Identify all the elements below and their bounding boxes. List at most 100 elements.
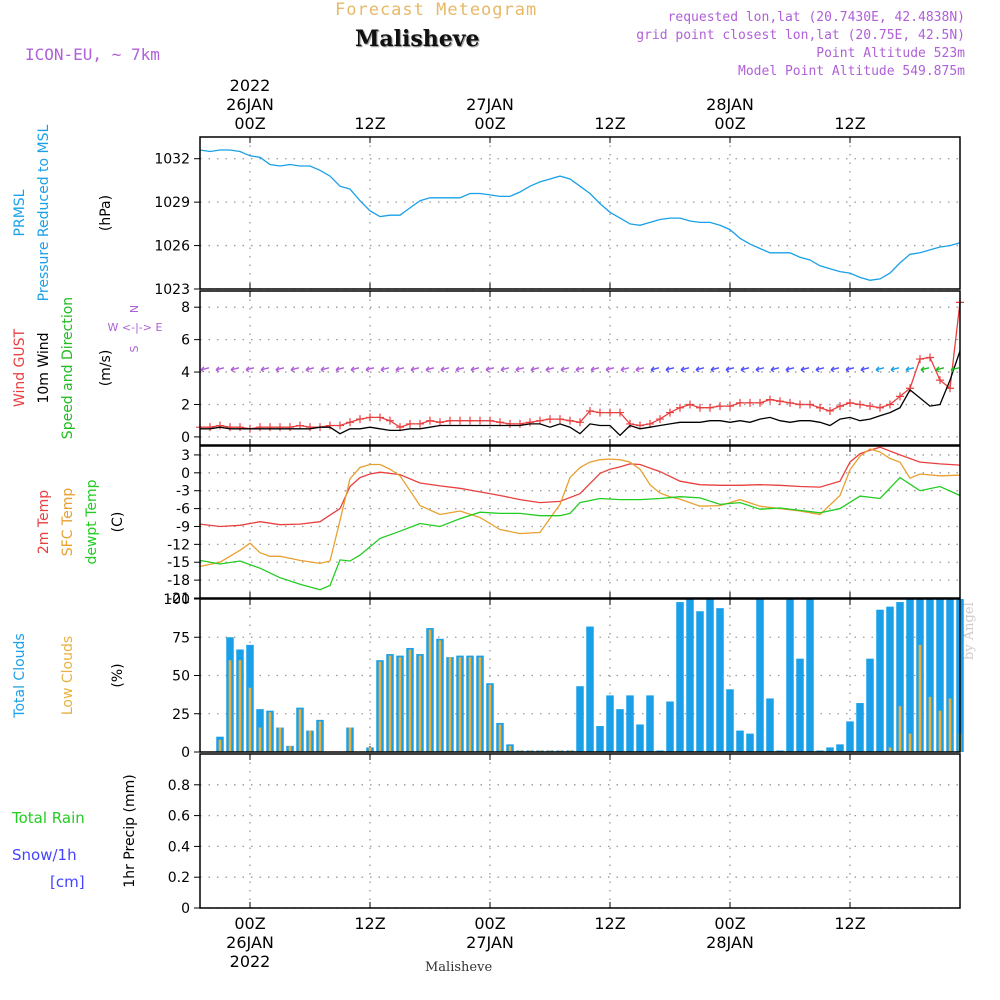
gust-point [886, 400, 894, 409]
panel-temperature: -21 -18 -15 -12 -9-6 -3 0 3 [167, 445, 961, 607]
low-cloud-bar [288, 745, 292, 752]
bottom-time-label: 00Z [474, 914, 505, 933]
y-tick-label: 1026 [154, 239, 190, 255]
y-tick-label: 75 [172, 630, 190, 646]
gust-point [406, 419, 414, 428]
total-cloud-bar [586, 626, 594, 752]
low-cloud-bar [928, 696, 932, 752]
low-cloud-bar [498, 724, 502, 752]
top-time-label: 00Z [714, 114, 745, 133]
gust-point [546, 415, 554, 424]
panel-frame [199, 753, 961, 909]
panel-ylabel-wind: Wind GUST [12, 328, 28, 407]
panel-frame [199, 598, 961, 753]
gust-point [516, 419, 524, 428]
wind-direction-arrow [935, 366, 945, 373]
low-cloud-bar [488, 684, 492, 752]
wind-direction-arrow [800, 366, 810, 373]
gust-point [236, 423, 244, 432]
y-tick-label: 50 [172, 669, 190, 685]
gust-point [706, 403, 714, 412]
gust-point [346, 418, 354, 427]
low-cloud-bar [558, 750, 562, 752]
low-cloud-bar [428, 629, 432, 752]
total-cloud-bar [856, 703, 864, 752]
grid-point-coords: grid point closest lon,lat (20.75E, 42.5… [636, 28, 965, 43]
gust-point [476, 416, 484, 425]
gust-point [616, 408, 624, 417]
low-cloud-bar [408, 649, 412, 752]
y-tick-label: 0 [181, 901, 190, 917]
compass-east-west: W <-|-> E [108, 321, 163, 334]
total-cloud-bar [896, 602, 904, 752]
wind-direction-arrow [485, 366, 495, 373]
bottom-time-label: 28JAN [706, 933, 754, 952]
legend-total-rain: Total Rain [11, 809, 85, 827]
legend-snow-units: [cm] [50, 873, 85, 891]
total-cloud-bar [726, 689, 734, 752]
wind-direction-arrow [410, 366, 420, 373]
wind-direction-arrow [200, 366, 210, 373]
wind-direction-arrow [680, 366, 690, 373]
low-cloud-bar [458, 657, 462, 752]
wind-direction-arrow [215, 366, 225, 373]
y-tick-label: -6 [176, 502, 190, 518]
total-cloud-bar [776, 750, 784, 752]
gust-point [556, 415, 564, 424]
wind-direction-arrow [905, 366, 915, 373]
wind-direction-arrow [365, 366, 375, 373]
top-time-label: 12Z [354, 114, 385, 133]
low-cloud-bar [518, 750, 522, 752]
y-tick-label: 0.2 [168, 870, 190, 886]
low-cloud-bar [538, 750, 542, 752]
legend-snow: Snow/1h [12, 846, 77, 864]
low-cloud-bar [268, 712, 272, 752]
bottom-time-label: 2022 [230, 952, 271, 971]
wind-direction-arrow [725, 366, 735, 373]
gust-point [266, 423, 274, 432]
gust-point [366, 413, 374, 422]
panel-ylabel-wind: (m/s) [98, 350, 114, 387]
total-cloud-bar [826, 747, 834, 752]
wind-direction-arrow [950, 366, 960, 373]
total-cloud-bar [866, 658, 874, 752]
gust-point [426, 416, 434, 425]
total-cloud-bar [926, 599, 934, 752]
gust-point [716, 402, 724, 411]
wind-direction-arrow [275, 366, 285, 373]
y-tick-label: 6 [181, 333, 190, 349]
low-cloud-bar [508, 745, 512, 752]
wind-direction-arrow [650, 366, 660, 373]
gust-point [226, 423, 234, 432]
wind-direction-arrow [740, 366, 750, 373]
top-time-label: 2022 [230, 76, 271, 95]
gust-point [736, 398, 744, 407]
y-tick-label: 8 [181, 300, 190, 316]
total-cloud-bar [686, 599, 694, 752]
bottom-time-label: 12Z [594, 914, 625, 933]
wind-direction-arrow [560, 366, 570, 373]
low-cloud-bar [258, 727, 262, 752]
point-altitude: Point Altitude 523m [816, 46, 965, 61]
low-cloud-bar [248, 687, 252, 752]
y-tick-label: 1032 [154, 152, 190, 168]
y-tick-label: 0.4 [168, 839, 190, 855]
gust-point [446, 416, 454, 425]
y-tick-label: 2 [181, 397, 190, 413]
y-tick-label: 1023 [154, 282, 190, 298]
wind-direction-arrow [890, 366, 900, 373]
total-cloud-bar [796, 658, 804, 752]
wind-direction-arrow [845, 366, 855, 373]
y-tick-label: 0 [181, 466, 190, 482]
gust-point [256, 423, 264, 432]
gust-point [926, 353, 934, 362]
gust-point [356, 415, 364, 424]
low-cloud-bar [478, 657, 482, 752]
y-tick-label: -15 [167, 555, 190, 571]
wind-direction-arrow [665, 366, 675, 373]
gust-point [376, 413, 384, 422]
y-tick-label: 4 [181, 365, 190, 381]
total-cloud-bar [646, 695, 654, 752]
panel-wind: 0 2 4 6 8 [181, 290, 964, 446]
gust-point [896, 392, 904, 401]
